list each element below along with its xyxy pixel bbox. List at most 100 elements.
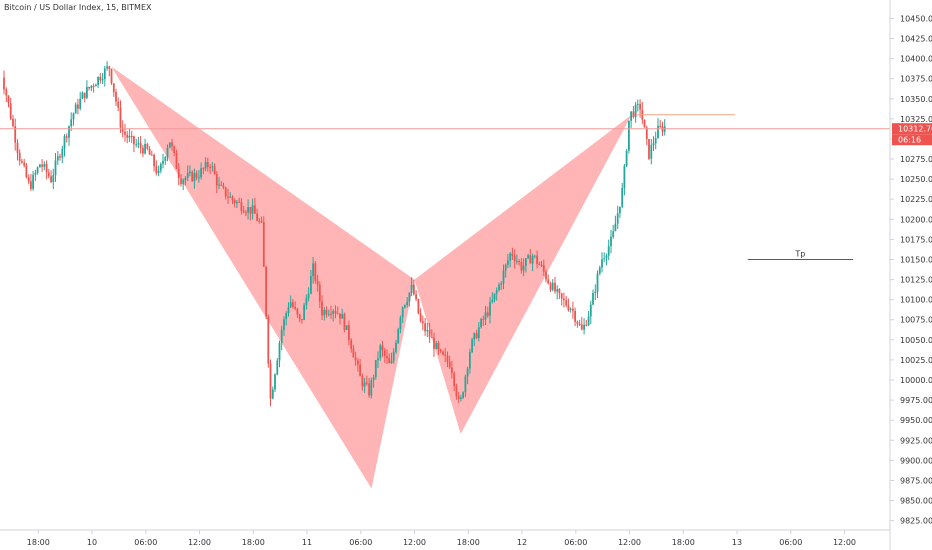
- time-tick-15: 12:00: [833, 538, 856, 547]
- candle-body-194: [433, 337, 435, 349]
- time-tick-2: 06:00: [134, 538, 157, 547]
- price-tick-1: 10425.00: [900, 35, 932, 44]
- candle-body-162: [361, 376, 364, 387]
- candle-body-24: [52, 175, 55, 183]
- candle-body-2: [3, 77, 5, 90]
- candle-body-295: [659, 125, 662, 127]
- candle-body-66: [146, 144, 149, 149]
- candle-body-271: [605, 255, 608, 259]
- candle-body-272: [607, 246, 610, 256]
- candle-body-65: [144, 144, 146, 154]
- candles: [3, 61, 666, 407]
- candle-body-46: [101, 79, 104, 81]
- candle-body-233: [520, 262, 523, 271]
- candle-body-130: [289, 302, 292, 308]
- price-tick-10: 10200.00: [900, 215, 932, 224]
- time-tick-5: 11: [302, 538, 312, 547]
- candle-body-247: [551, 282, 554, 290]
- candle-body-270: [603, 258, 606, 260]
- candle-body-76: [168, 142, 171, 148]
- countdown-badge: [892, 134, 932, 146]
- price-tick-17: 10025.00: [900, 356, 932, 365]
- candle-body-224: [500, 283, 503, 285]
- candle-body-195: [435, 343, 438, 349]
- candle-body-135: [301, 319, 303, 321]
- time-tick-6: 06:00: [349, 538, 372, 547]
- candle-body-251: [560, 293, 563, 299]
- candle-body-48: [106, 66, 108, 69]
- candle-body-222: [495, 290, 498, 294]
- candle-body-112: [249, 207, 252, 214]
- candle-body-106: [236, 201, 238, 204]
- candle-body-90: [200, 168, 202, 178]
- candle-body-258: [576, 321, 579, 324]
- candle-body-21: [45, 164, 48, 173]
- candle-body-142: [316, 280, 319, 285]
- candle-body-22: [47, 172, 50, 177]
- candle-body-35: [77, 104, 79, 109]
- candle-body-117: [260, 221, 263, 223]
- candle-body-215: [480, 319, 482, 328]
- candle-body-262: [585, 324, 588, 326]
- candle-body-47: [103, 68, 106, 80]
- price-tick-23: 9875.00: [900, 477, 932, 486]
- candle-body-250: [558, 289, 561, 294]
- candle-body-266: [594, 291, 597, 293]
- candle-body-204: [455, 386, 458, 397]
- candle-body-77: [171, 142, 173, 147]
- candle-body-62: [137, 143, 140, 145]
- candle-body-213: [475, 333, 478, 338]
- candle-body-122: [271, 389, 274, 399]
- candle-body-207: [462, 392, 464, 398]
- candle-body-151: [336, 313, 339, 315]
- candle-body-275: [614, 223, 617, 232]
- candle-body-94: [209, 167, 211, 169]
- candle-body-115: [256, 213, 258, 221]
- pattern-triangle-bcd: [414, 114, 632, 434]
- tp-label: Tp: [794, 250, 805, 259]
- price-axis: [0, 0, 891, 550]
- candle-body-133: [296, 308, 299, 315]
- candle-body-31: [68, 126, 70, 138]
- candle-body-26: [56, 156, 59, 161]
- candle-body-201: [448, 361, 451, 368]
- candle-body-136: [303, 305, 305, 320]
- candle-body-138: [307, 293, 310, 299]
- candle-body-129: [287, 307, 290, 314]
- candle-body-49: [108, 66, 111, 70]
- candle-body-81: [180, 178, 182, 185]
- candle-body-40: [88, 87, 90, 89]
- candle-body-219: [489, 302, 491, 316]
- candle-body-101: [224, 187, 227, 197]
- candle-body-249: [556, 289, 559, 292]
- candle-body-168: [374, 360, 377, 378]
- candle-body-274: [612, 231, 615, 237]
- candle-body-125: [278, 343, 281, 361]
- candle-body-235: [525, 258, 527, 266]
- candle-body-134: [298, 314, 301, 320]
- candle-body-206: [460, 397, 462, 399]
- candle-body-197: [439, 349, 442, 352]
- candle-body-116: [258, 220, 261, 222]
- candle-body-178: [397, 329, 400, 343]
- overlay-lines: Tp: [0, 114, 890, 260]
- candle-body-6: [12, 118, 14, 126]
- candle-body-171: [381, 345, 384, 351]
- candle-body-54: [119, 107, 122, 128]
- candle-body-199: [444, 354, 447, 356]
- candle-body-244: [545, 271, 547, 280]
- candle-body-25: [54, 160, 57, 175]
- candle-body-269: [601, 259, 603, 268]
- candle-body-243: [542, 265, 545, 272]
- candle-body-41: [90, 85, 93, 89]
- candle-body-158: [352, 348, 355, 358]
- candle-body-192: [428, 330, 431, 338]
- price-tick-19: 9975.00: [900, 396, 932, 405]
- candle-body-104: [231, 196, 234, 201]
- candle-body-225: [502, 270, 505, 284]
- candle-body-43: [95, 84, 97, 87]
- candle-body-291: [650, 144, 653, 159]
- candle-body-4: [7, 95, 10, 104]
- candle-body-20: [43, 164, 46, 167]
